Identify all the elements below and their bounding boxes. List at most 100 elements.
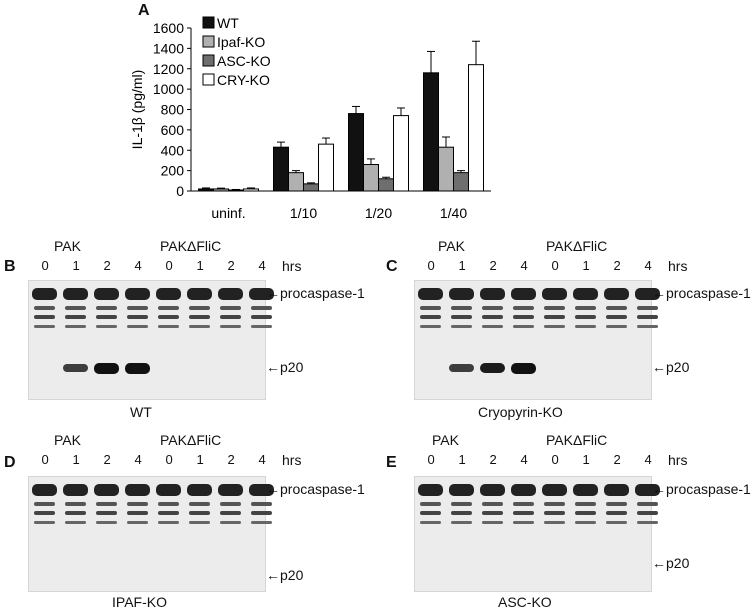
minor-band	[158, 511, 179, 515]
legend-swatch	[202, 54, 215, 67]
bar-asc-ko	[303, 183, 319, 192]
minor-band	[34, 306, 55, 310]
bar-wt	[198, 188, 214, 192]
lane-label: 2	[489, 258, 497, 273]
minor-band	[637, 325, 658, 328]
il1b-bar-chart: 0 200 400 600 800 1000 1200 1400 1600 IL-1β (pg/m…	[129, 15, 491, 221]
legend-swatch	[202, 73, 215, 86]
p20-band	[125, 362, 150, 374]
p20-band	[94, 362, 119, 374]
minor-band	[513, 502, 534, 506]
minor-band	[158, 502, 179, 506]
minor-band	[575, 511, 596, 515]
minor-band	[34, 315, 55, 319]
lane-label: 1	[458, 452, 466, 467]
minor-band	[96, 502, 117, 506]
p20-band	[63, 363, 88, 373]
minor-band	[420, 511, 441, 515]
x-tick-label: 1/10	[290, 205, 317, 221]
lane-label: 0	[427, 452, 435, 467]
minor-band	[127, 511, 148, 515]
procaspase-band	[480, 288, 505, 300]
y-axis-label: IL-1β (pg/ml)	[129, 70, 145, 150]
lane-label: 2	[227, 452, 235, 467]
minor-band	[606, 511, 627, 515]
minor-band	[513, 521, 534, 524]
y-tick-label: 0	[176, 183, 184, 199]
lane-label: 0	[165, 452, 173, 467]
minor-band	[451, 521, 472, 524]
p20-band	[449, 363, 474, 373]
minor-band	[637, 306, 658, 310]
procaspase-band	[573, 288, 598, 300]
procaspase-1-label: ←procaspase-1	[266, 481, 365, 497]
minor-band	[65, 315, 86, 319]
minor-band	[513, 511, 534, 515]
lane-label: 4	[520, 452, 528, 467]
bar-ipaf-ko	[213, 188, 229, 192]
minor-band	[96, 511, 117, 515]
bar-asc-ko	[228, 189, 244, 192]
y-tick-label: 400	[161, 142, 185, 158]
minor-band	[575, 502, 596, 506]
bar-cry-ko	[243, 188, 259, 192]
minor-band	[158, 521, 179, 524]
legend-label: ASC-KO	[217, 53, 271, 69]
blot-panel-e: E PAK PAKΔFliC 0 1 2 4 0 1 2 4 hrs ←procaspase-1 ←p20…	[378, 432, 756, 610]
procaspase-band	[32, 288, 57, 300]
lane-label: 1	[582, 452, 590, 467]
procaspase-band	[635, 484, 660, 496]
panel-letter: D	[4, 454, 16, 471]
minor-band	[482, 502, 503, 506]
procaspase-band	[249, 288, 274, 300]
minor-band	[513, 325, 534, 328]
lane-label: 4	[520, 258, 528, 273]
lane-label: 4	[258, 258, 266, 273]
procaspase-band	[418, 484, 443, 496]
minor-band	[220, 325, 241, 328]
minor-band	[127, 315, 148, 319]
lane-label: 4	[134, 258, 142, 273]
minor-band	[544, 521, 565, 524]
minor-band	[189, 521, 210, 524]
y-tick-label: 1400	[153, 40, 184, 56]
minor-band	[34, 521, 55, 524]
procaspase-band	[604, 484, 629, 496]
procaspase-1-label: ←procaspase-1	[652, 481, 751, 497]
unit-label: hrs	[282, 452, 302, 468]
p20-label: ←p20	[266, 567, 304, 583]
minor-band	[127, 325, 148, 328]
procaspase-band	[249, 484, 274, 496]
procaspase-band	[32, 484, 57, 496]
minor-band	[482, 325, 503, 328]
group-label-pakdeltaflic: PAKΔFliC	[160, 432, 222, 448]
minor-band	[544, 502, 565, 506]
bar-cry-ko	[318, 143, 334, 192]
lane-label: 2	[103, 452, 111, 467]
minor-band	[637, 521, 658, 524]
minor-band	[127, 502, 148, 506]
lane-label: 0	[551, 258, 559, 273]
lane-label: 0	[165, 258, 173, 273]
x-tick-label: 1/20	[365, 205, 392, 221]
lane-label: 1	[582, 258, 590, 273]
bar-ipaf-ko	[438, 146, 454, 192]
minor-band	[96, 306, 117, 310]
minor-band	[189, 502, 210, 506]
minor-band	[420, 325, 441, 328]
minor-band	[544, 325, 565, 328]
group-label-pak: PAK	[54, 432, 81, 448]
panel-caption: ASC-KO	[498, 594, 552, 610]
minor-band	[251, 325, 272, 328]
minor-band	[575, 325, 596, 328]
minor-band	[575, 315, 596, 319]
legend-label: Ipaf-KO	[217, 34, 265, 50]
procaspase-band	[418, 288, 443, 300]
minor-band	[606, 315, 627, 319]
minor-band	[606, 521, 627, 524]
minor-band	[451, 306, 472, 310]
minor-band	[451, 502, 472, 506]
minor-band	[637, 511, 658, 515]
procaspase-band	[511, 484, 536, 496]
minor-band	[96, 325, 117, 328]
